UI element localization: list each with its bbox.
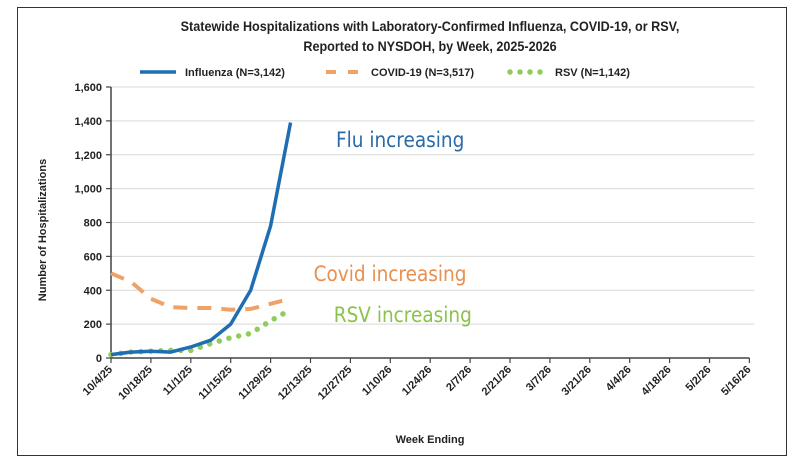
legend-label: COVID-19 (N=3,517): [371, 67, 474, 79]
x-tick-label: 10/18/25: [116, 364, 155, 403]
y-tick-label: 600: [84, 251, 102, 263]
y-tick-label: 400: [84, 285, 102, 297]
x-tick-label: 11/29/25: [236, 364, 274, 402]
y-tick-label: 1,200: [74, 150, 102, 162]
chart-frame: [17, 7, 787, 456]
x-tick-label: 2/7/26: [444, 364, 474, 394]
x-tick-label: 4/18/26: [639, 364, 673, 398]
y-tick-label: 0: [96, 353, 102, 365]
annotation-flu: Flu increasing: [336, 128, 464, 152]
annotation-covid: Covid increasing: [314, 262, 467, 286]
x-tick-label: 10/4/25: [81, 364, 115, 398]
series-line-covid-19: [110, 271, 292, 312]
x-tick-label: 1/24/26: [400, 364, 434, 398]
x-axis-label: Week Ending: [396, 434, 465, 446]
y-tick-label: 200: [84, 319, 102, 331]
legend-label: Influenza (N=3,142): [185, 67, 285, 79]
x-tick-label: 5/16/26: [719, 364, 753, 398]
annotation-rsv: RSV increasing: [334, 303, 472, 327]
x-tick-label: 2/21/26: [480, 364, 514, 398]
x-tick-label: 3/7/26: [524, 364, 554, 394]
y-tick-label: 1,400: [74, 116, 102, 128]
chart-title-line-2: Reported to NYSDOH, by Week, 2025-2026: [303, 38, 557, 54]
series-line-rsv: [108, 306, 294, 358]
y-tick-label: 1,600: [74, 82, 102, 94]
y-tick-label: 1,000: [74, 184, 102, 196]
x-tick-label: 11/1/25: [161, 364, 195, 398]
x-tick-label: 11/15/25: [196, 364, 234, 402]
y-axis-label: Number of Hospitalizations: [37, 159, 49, 301]
legend-label: RSV (N=1,142): [555, 67, 630, 79]
x-tick-label: 12/27/25: [316, 364, 355, 403]
x-tick-label: 3/21/26: [559, 364, 593, 398]
chart-title-line-1: Statewide Hospitalizations with Laborato…: [180, 18, 680, 34]
x-tick-label: 1/10/26: [360, 364, 394, 398]
x-tick-label: 5/2/26: [684, 364, 714, 394]
series-line-influenza: [110, 122, 293, 357]
x-tick-label: 4/4/26: [604, 364, 634, 394]
x-tick-label: 12/13/25: [276, 364, 315, 403]
y-tick-label: 800: [84, 218, 102, 230]
